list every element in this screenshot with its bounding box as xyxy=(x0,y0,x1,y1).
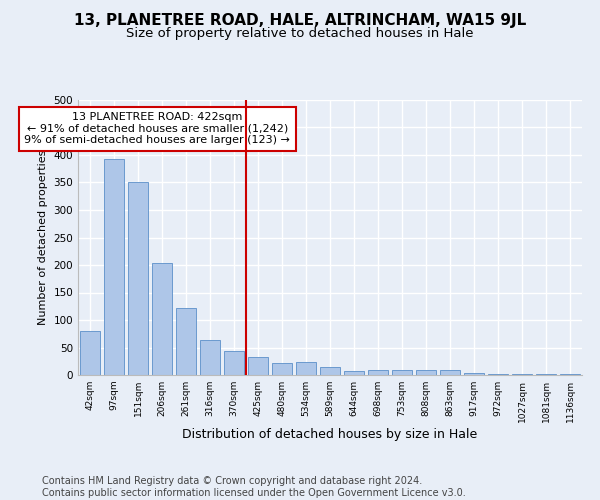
Bar xyxy=(416,370,436,375)
Bar xyxy=(536,374,556,375)
Text: Contains HM Land Registry data © Crown copyright and database right 2024.
Contai: Contains HM Land Registry data © Crown c… xyxy=(42,476,466,498)
Bar xyxy=(272,364,292,375)
X-axis label: Distribution of detached houses by size in Hale: Distribution of detached houses by size … xyxy=(182,428,478,440)
Bar xyxy=(152,263,172,375)
Bar xyxy=(296,362,316,375)
Bar xyxy=(488,374,508,375)
Bar xyxy=(320,368,340,375)
Text: 13, PLANETREE ROAD, HALE, ALTRINCHAM, WA15 9JL: 13, PLANETREE ROAD, HALE, ALTRINCHAM, WA… xyxy=(74,12,526,28)
Bar xyxy=(128,182,148,375)
Bar xyxy=(80,331,100,375)
Y-axis label: Number of detached properties: Number of detached properties xyxy=(38,150,48,325)
Text: 13 PLANETREE ROAD: 422sqm
← 91% of detached houses are smaller (1,242)
9% of sem: 13 PLANETREE ROAD: 422sqm ← 91% of detac… xyxy=(24,112,290,146)
Bar xyxy=(512,374,532,375)
Bar xyxy=(368,370,388,375)
Bar xyxy=(344,371,364,375)
Bar xyxy=(392,370,412,375)
Bar xyxy=(560,374,580,375)
Bar xyxy=(104,160,124,375)
Bar xyxy=(440,370,460,375)
Bar xyxy=(224,351,244,375)
Bar xyxy=(200,340,220,375)
Bar xyxy=(464,374,484,375)
Text: Size of property relative to detached houses in Hale: Size of property relative to detached ho… xyxy=(126,28,474,40)
Bar xyxy=(248,358,268,375)
Bar xyxy=(176,308,196,375)
